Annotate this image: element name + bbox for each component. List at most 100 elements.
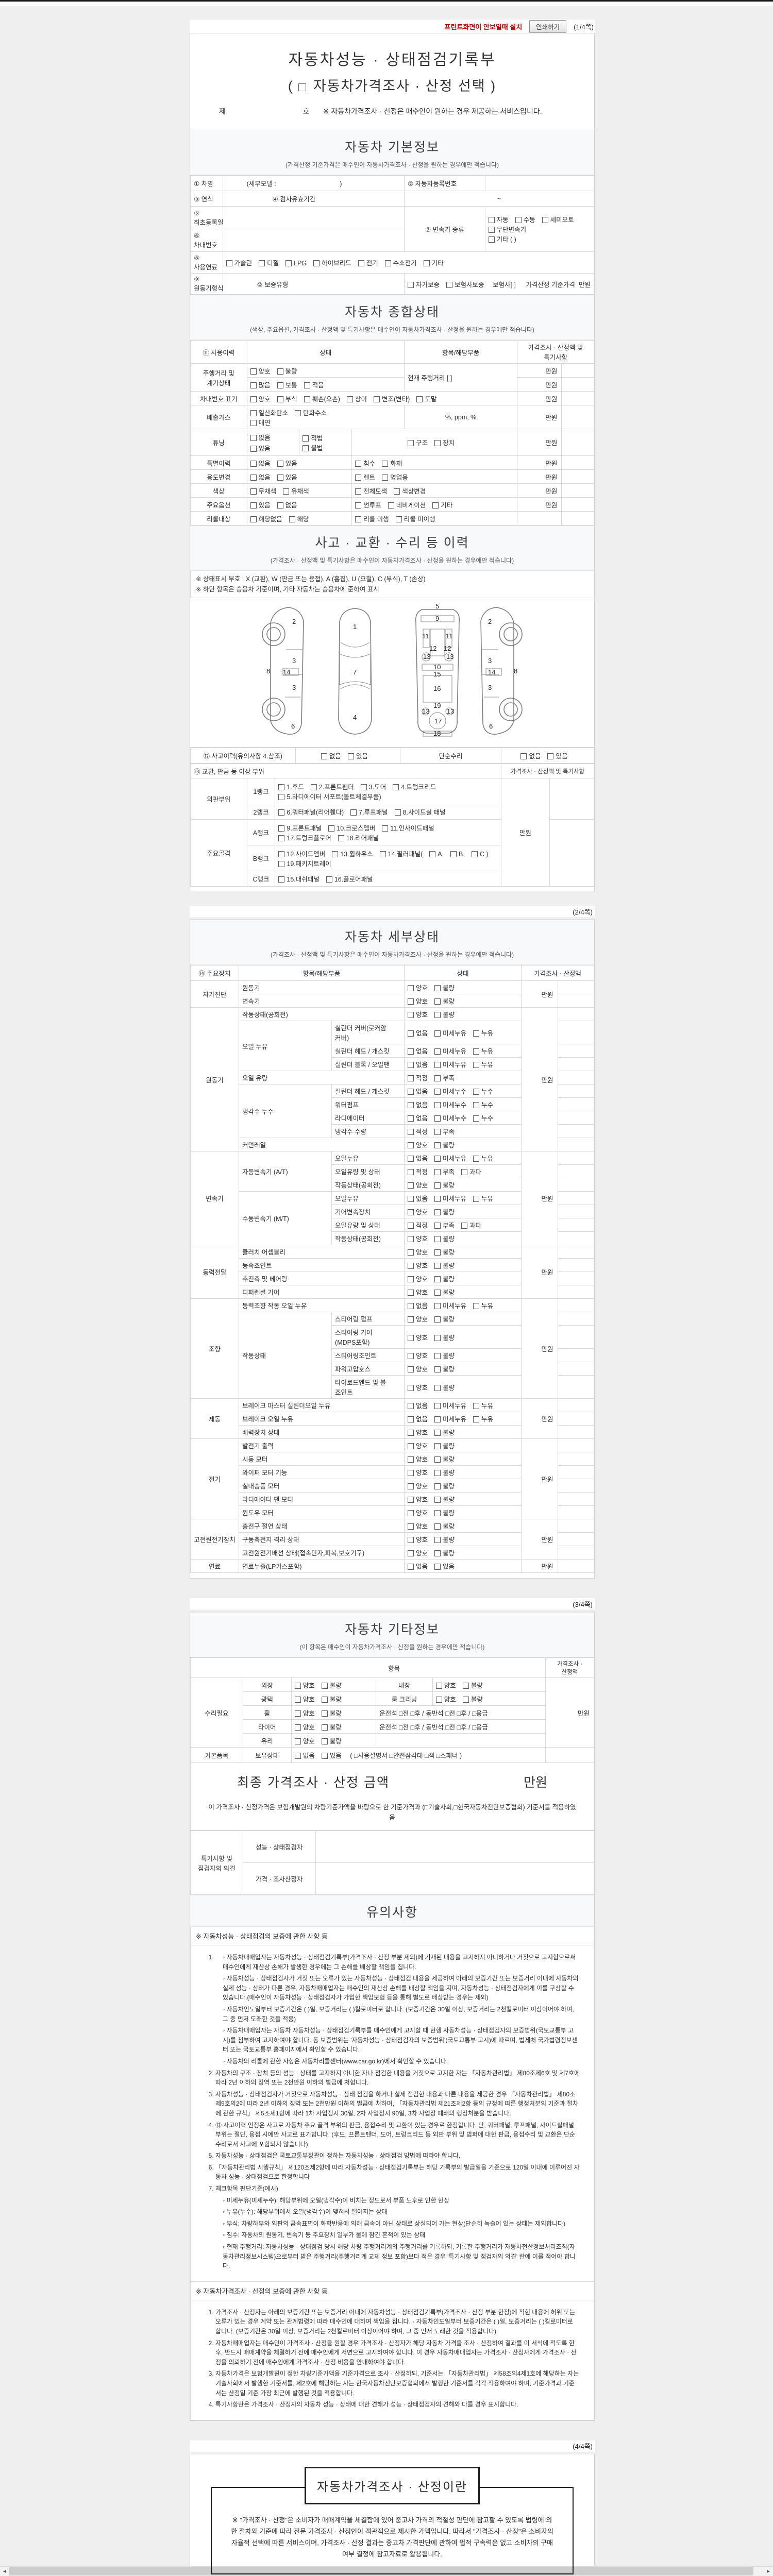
checkbox-option[interactable]: 불량	[434, 1521, 455, 1531]
checkbox[interactable]	[407, 1223, 414, 1229]
checkbox[interactable]	[277, 368, 283, 375]
checkbox-option[interactable]: 구조	[408, 437, 428, 447]
checkbox[interactable]	[278, 835, 285, 841]
hold-extra-items[interactable]: ( □사용설명서 □안전삼각대 □잭 □스패너 )	[350, 1752, 462, 1759]
notes-cell[interactable]	[557, 1205, 594, 1218]
checkbox[interactable]	[294, 1682, 301, 1689]
checkbox-option[interactable]: 부식	[277, 394, 297, 403]
checkbox[interactable]	[250, 445, 257, 452]
notes-cell[interactable]	[557, 1151, 594, 1165]
checkbox-option[interactable]: 전체도색	[355, 486, 387, 496]
checkbox[interactable]	[407, 1384, 414, 1391]
notes-cell[interactable]	[557, 1325, 594, 1349]
checkbox[interactable]	[407, 1366, 414, 1372]
checkbox[interactable]	[407, 1550, 414, 1556]
checkbox-option[interactable]: 불량	[434, 1332, 455, 1342]
checkbox[interactable]	[407, 1012, 414, 1018]
checkbox[interactable]	[407, 1316, 414, 1323]
checkbox[interactable]	[303, 445, 309, 451]
notes-cell[interactable]	[557, 1375, 594, 1399]
notes-cell[interactable]	[561, 469, 594, 484]
checkbox[interactable]	[250, 516, 257, 522]
notes-cell[interactable]	[557, 1057, 594, 1071]
checkbox[interactable]	[321, 1738, 328, 1744]
checkbox-option[interactable]: 불량	[434, 1180, 455, 1190]
checkbox-option[interactable]: 과다	[461, 1220, 481, 1230]
checkbox[interactable]	[461, 1223, 467, 1229]
checkbox[interactable]	[407, 1048, 414, 1055]
checkbox[interactable]	[434, 1196, 441, 1202]
checkbox-option[interactable]: 불량	[434, 1382, 455, 1392]
notes-cell[interactable]	[557, 1231, 594, 1245]
checkbox-option[interactable]: 불량	[434, 1140, 455, 1149]
checkbox-option[interactable]: 일산화탄소	[250, 408, 288, 417]
checkbox-option[interactable]: 11.인사이드패널	[382, 823, 434, 833]
checkbox-option[interactable]: 양호	[294, 1736, 315, 1745]
checkbox-option[interactable]: 불량	[434, 1440, 455, 1450]
checkbox-option[interactable]: 불량	[434, 1233, 455, 1243]
checkbox[interactable]	[407, 1510, 414, 1516]
checkbox-option[interactable]: 양호	[407, 1507, 428, 1517]
notes-cell[interactable]	[557, 1021, 594, 1044]
checkbox[interactable]	[473, 1115, 479, 1122]
notes-cell[interactable]	[557, 1218, 594, 1232]
checkbox[interactable]	[303, 435, 309, 442]
reg-number-input[interactable]	[484, 175, 595, 191]
checkbox[interactable]	[407, 1129, 414, 1135]
notes-cell[interactable]	[561, 377, 594, 392]
checkbox[interactable]	[355, 474, 362, 481]
checkbox[interactable]	[393, 784, 399, 790]
checkbox-option[interactable]: 15.대쉬패널	[278, 874, 320, 884]
checkbox-option[interactable]: 부족	[434, 1220, 455, 1230]
install-notice-link[interactable]: 프린트화면이 안보일때 설치	[444, 23, 523, 31]
checkbox[interactable]	[488, 227, 495, 233]
checkbox[interactable]	[407, 998, 414, 1005]
checkbox-option[interactable]: 미세누유	[434, 1028, 466, 1038]
checkbox[interactable]	[434, 1142, 441, 1148]
checkbox-option[interactable]: 보통	[277, 380, 297, 389]
notes-cell[interactable]	[557, 1111, 594, 1125]
checkbox-option[interactable]: 기타	[432, 500, 452, 510]
checkbox-option[interactable]: 없음	[407, 1099, 428, 1109]
checkbox-option[interactable]: 세미오토	[542, 214, 574, 224]
checkbox-option[interactable]: C )	[471, 851, 489, 858]
checkbox[interactable]	[277, 474, 283, 481]
checkbox[interactable]	[473, 1196, 479, 1202]
checkbox[interactable]	[278, 825, 285, 832]
checkbox-option[interactable]: 미세누유	[434, 1153, 466, 1163]
checkbox[interactable]	[434, 1169, 441, 1175]
checkbox-option[interactable]: LPG	[285, 260, 307, 267]
checkbox[interactable]	[408, 440, 414, 446]
notes-cell[interactable]	[557, 1348, 594, 1362]
checkbox-option[interactable]: 양호	[407, 1260, 428, 1270]
checkbox[interactable]	[321, 1682, 328, 1689]
checkbox-option[interactable]: 양호	[407, 1314, 428, 1324]
checkbox-option[interactable]: 양호	[294, 1708, 315, 1718]
checkbox-option[interactable]: 양호	[407, 1180, 428, 1190]
checkbox[interactable]	[434, 1416, 441, 1422]
notes-cell[interactable]	[557, 1298, 594, 1312]
checkbox-option[interactable]: 보험사보증	[446, 279, 484, 289]
checkbox-option[interactable]: 불량	[434, 1207, 455, 1216]
checkbox[interactable]	[407, 1537, 414, 1543]
checkbox-option[interactable]: 유채색	[283, 486, 309, 496]
checkbox[interactable]	[434, 1430, 441, 1436]
checkbox[interactable]	[542, 217, 548, 223]
checkbox-option[interactable]: 많음	[250, 380, 271, 389]
checkbox-option[interactable]: 1.후드	[278, 782, 304, 791]
checkbox-option[interactable]: 16.플로어패널	[326, 874, 373, 884]
checkbox-option[interactable]: 양호	[407, 1287, 428, 1297]
car-name-input[interactable]: (세부모델 : )	[222, 175, 405, 191]
tire-position-options[interactable]: 운전석 □전 □후 / 동반석 □전 □후 / □응급	[376, 1719, 546, 1734]
checkbox[interactable]	[407, 1303, 414, 1309]
scrollbar-thumb[interactable]	[9, 2567, 753, 2575]
checkbox-option[interactable]: 불량	[321, 1708, 342, 1718]
checkbox[interactable]	[473, 1102, 479, 1108]
first-reg-date-input[interactable]	[222, 206, 405, 229]
checkbox-option[interactable]: 양호	[407, 1494, 428, 1504]
checkbox[interactable]	[407, 1115, 414, 1122]
notes-cell[interactable]	[557, 1178, 594, 1192]
checkbox[interactable]	[259, 260, 265, 266]
notes-cell[interactable]	[557, 994, 594, 1008]
checkbox[interactable]	[226, 260, 232, 266]
